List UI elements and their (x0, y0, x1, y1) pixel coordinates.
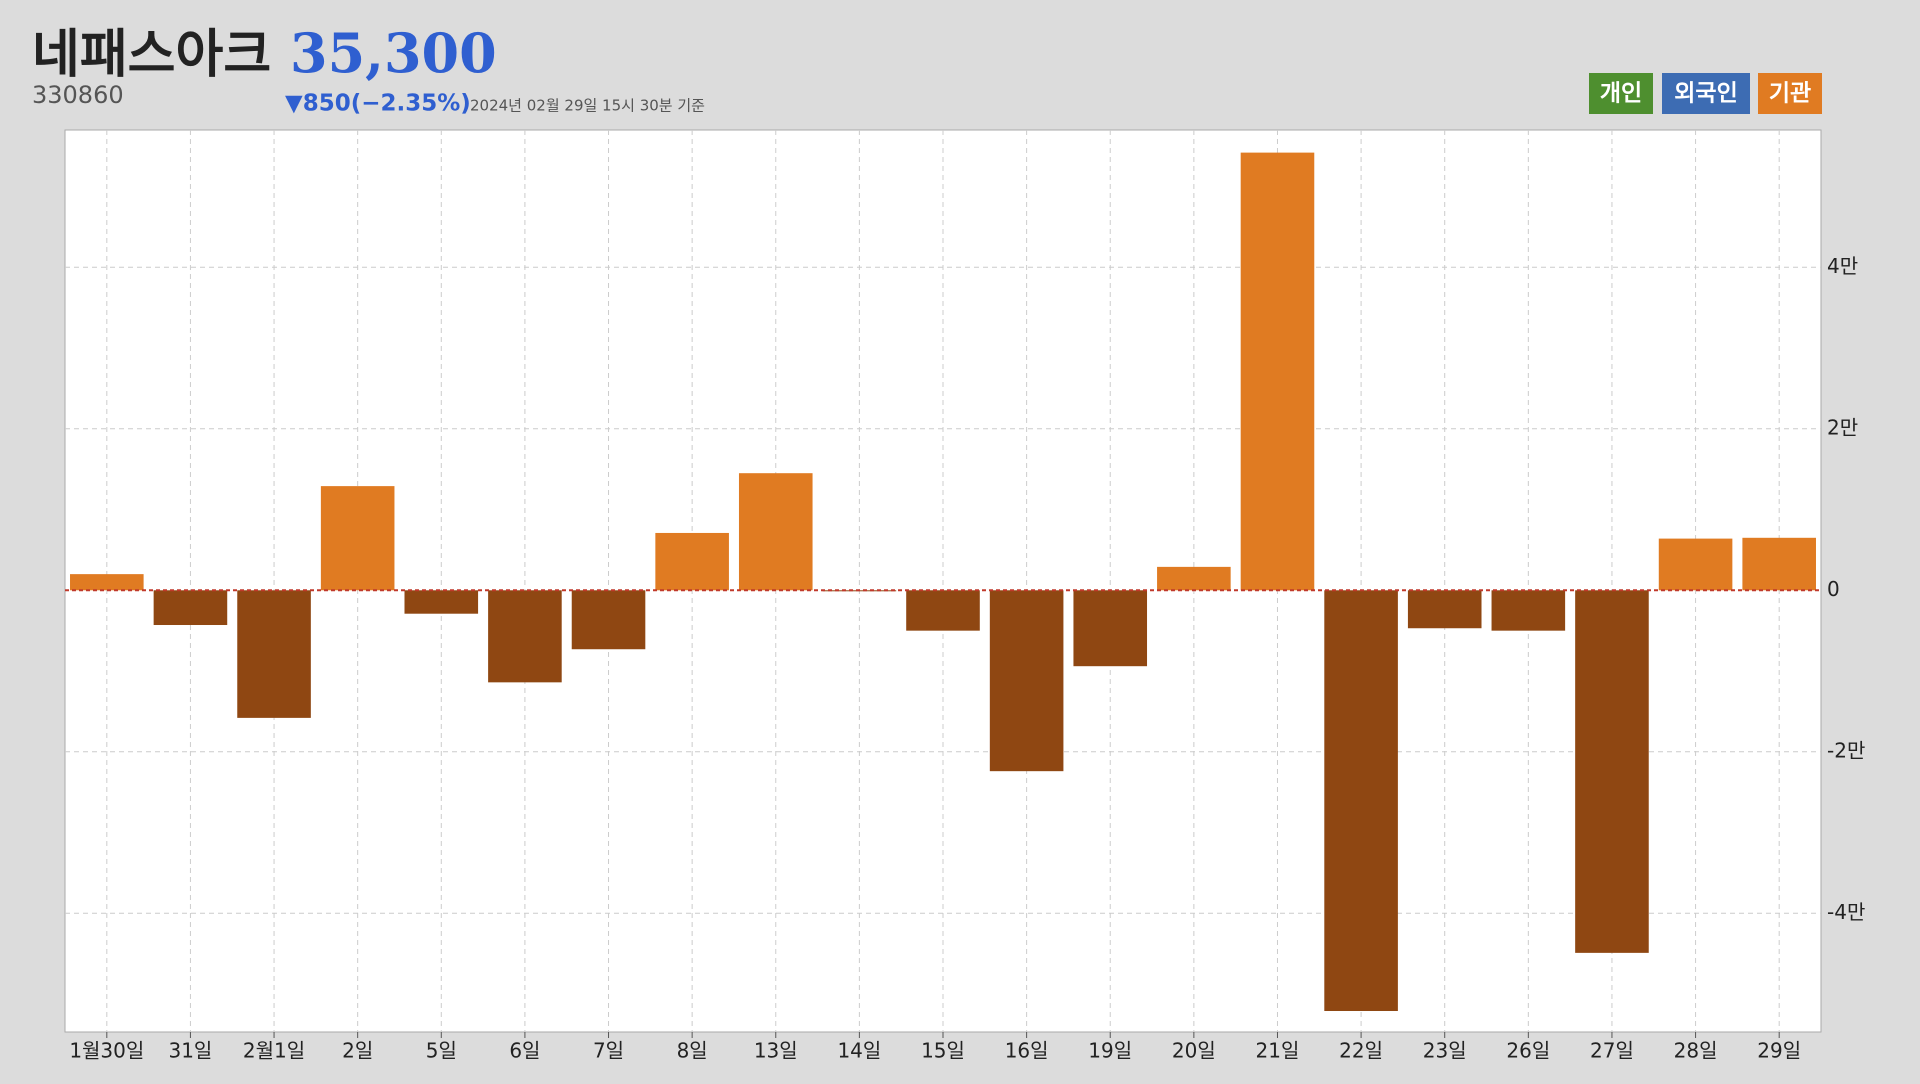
legend-tab-label[interactable]: 개인 (1600, 81, 1642, 107)
bar (1073, 590, 1148, 667)
y-tick-label: -2만 (1827, 738, 1865, 762)
bar (404, 590, 479, 614)
x-tick-label: 5일 (426, 1039, 457, 1063)
legend-tab[interactable] (1589, 73, 1653, 114)
bar (1742, 537, 1816, 591)
x-tick-label: 8일 (677, 1039, 708, 1063)
x-tick-label: 31일 (168, 1039, 212, 1063)
bar (488, 590, 562, 683)
bar (320, 486, 395, 591)
price-change: ▼850(−2.35%) (285, 91, 471, 117)
bar (1324, 590, 1398, 1012)
x-tick-label: 21일 (1256, 1039, 1300, 1063)
legend-tab[interactable] (1662, 73, 1750, 114)
y-tick-label: -4만 (1827, 900, 1865, 924)
bar (1575, 590, 1649, 953)
y-tick-label: 2만 (1827, 415, 1858, 439)
x-tick-label: 29일 (1757, 1039, 1801, 1063)
bar (70, 574, 144, 591)
x-tick-label: 13일 (754, 1039, 798, 1063)
y-tick-label: 4만 (1827, 254, 1858, 278)
bar (237, 590, 311, 718)
bar (1658, 538, 1733, 591)
bar (1491, 590, 1566, 631)
y-tick-label: 0 (1827, 577, 1840, 601)
x-tick-label: 16일 (1005, 1039, 1049, 1063)
bar (989, 590, 1064, 772)
timestamp: 2024년 02월 29일 15시 30분 기준 (470, 97, 705, 115)
x-tick-label: 15일 (921, 1039, 965, 1063)
x-tick-label: 20일 (1172, 1039, 1216, 1063)
x-tick-label: 19일 (1088, 1039, 1132, 1063)
bar (738, 473, 813, 591)
bar (655, 532, 729, 591)
x-tick-label: 6일 (509, 1039, 540, 1063)
legend-tab[interactable] (1758, 73, 1822, 114)
x-tick-label: 23일 (1423, 1039, 1467, 1063)
legend-tab-label[interactable]: 외국인 (1674, 81, 1737, 107)
legend-tab-label[interactable]: 기관 (1769, 81, 1811, 107)
x-tick-label: 27일 (1590, 1039, 1634, 1063)
stock-name: 네패스아크 (32, 25, 271, 85)
stock-code: 330860 (32, 81, 124, 109)
stock-price: 35,300 (290, 21, 497, 85)
x-tick-label: 7일 (593, 1039, 624, 1063)
x-tick-label: 28일 (1674, 1039, 1718, 1063)
bar (906, 590, 980, 631)
bar (153, 590, 228, 626)
x-tick-label: 22일 (1339, 1039, 1383, 1063)
x-tick-label: 2일 (342, 1039, 373, 1063)
bar (1157, 566, 1231, 591)
x-tick-label: 2월1일 (243, 1039, 305, 1063)
x-tick-label: 1월30일 (69, 1039, 144, 1063)
x-tick-label: 26일 (1506, 1039, 1550, 1063)
x-tick-label: 14일 (837, 1039, 881, 1063)
bar (571, 590, 646, 650)
bar (1240, 152, 1315, 591)
bar (1407, 590, 1482, 629)
